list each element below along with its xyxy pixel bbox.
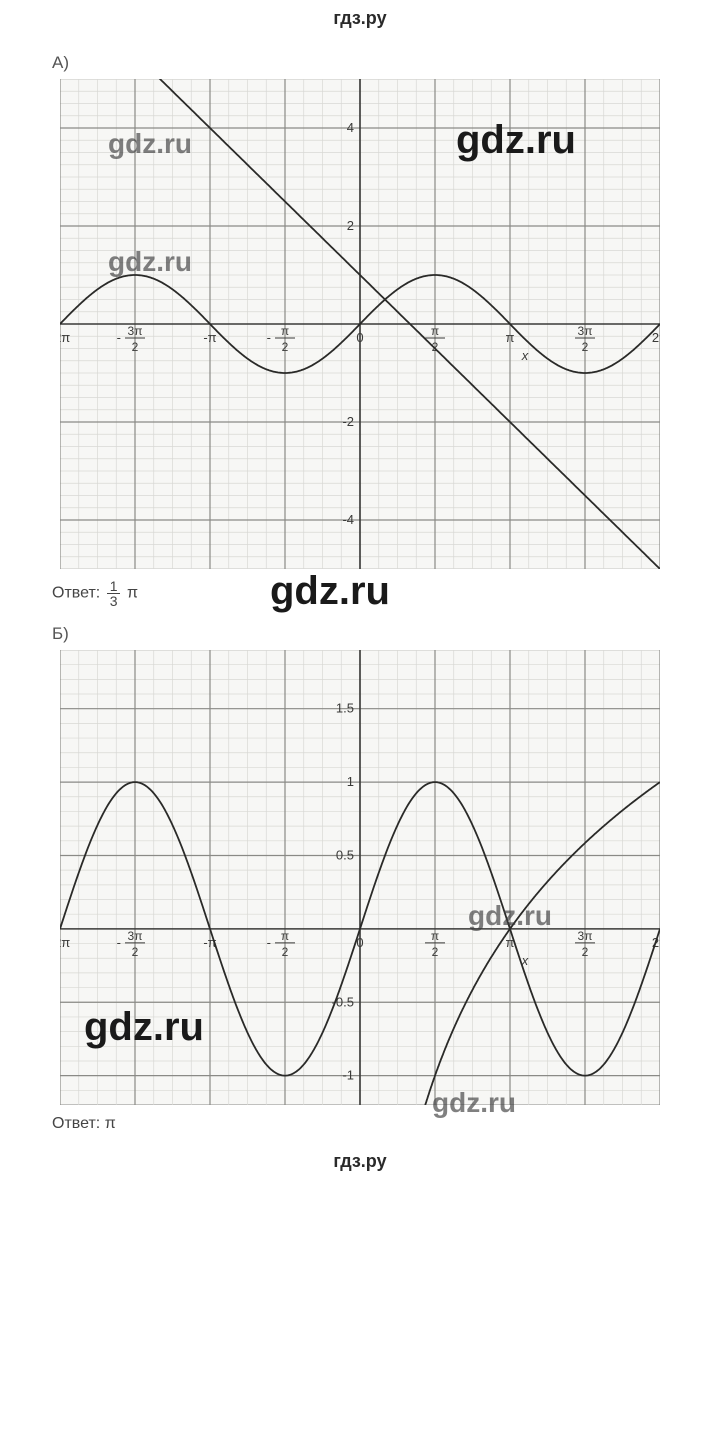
answer-prefix: Ответ: (52, 585, 100, 602)
section-b-label: Б) (52, 624, 720, 644)
svg-text:-π: -π (203, 330, 216, 345)
chart-b-answer: Ответ: π (52, 1115, 720, 1133)
svg-text:2: 2 (582, 945, 589, 959)
svg-text:2: 2 (347, 218, 354, 233)
svg-text:-2: -2 (342, 414, 354, 429)
svg-text:2: 2 (282, 340, 289, 354)
answer-prefix: Ответ: (52, 1115, 100, 1132)
svg-text:-2π: -2π (60, 935, 70, 950)
svg-text:-: - (117, 330, 121, 345)
svg-text:2: 2 (132, 945, 139, 959)
svg-text:2: 2 (132, 340, 139, 354)
chart-a-answer: Ответ: 1 3 π (52, 579, 720, 608)
svg-text:0: 0 (356, 330, 363, 345)
svg-text:3π: 3π (578, 324, 593, 338)
svg-text:2: 2 (582, 340, 589, 354)
svg-text:2: 2 (432, 945, 439, 959)
svg-text:3π: 3π (578, 929, 593, 943)
svg-text:1.5: 1.5 (336, 701, 354, 716)
svg-text:2: 2 (282, 945, 289, 959)
svg-text:3π: 3π (128, 324, 143, 338)
page: гдз.ру А) -2π-3π2-π-π20π2π3π22π-4-224xgd… (0, 0, 720, 1180)
section-a-label: А) (52, 53, 720, 73)
svg-text:1: 1 (347, 774, 354, 789)
svg-text:4: 4 (347, 120, 354, 135)
svg-text:3π: 3π (128, 929, 143, 943)
chart-b: -2π-3π2-π-π20π2π3π22π-1-0.50.511.5xgdz.r… (60, 650, 660, 1105)
svg-text:π: π (506, 330, 515, 345)
svg-text:-1: -1 (342, 1068, 354, 1083)
page-header: гдз.ру (0, 0, 720, 37)
answer-text: π (105, 1115, 116, 1132)
svg-text:π: π (281, 929, 289, 943)
svg-text:x: x (521, 348, 529, 363)
svg-text:0.5: 0.5 (336, 847, 354, 862)
svg-text:π: π (431, 324, 439, 338)
svg-text:-: - (117, 935, 121, 950)
svg-text:-2π: -2π (60, 330, 70, 345)
page-footer: гдз.ру (0, 1143, 720, 1180)
chart-a: -2π-3π2-π-π20π2π3π22π-4-224xgdz.rugdz.ru… (60, 79, 660, 569)
svg-text:-: - (267, 935, 271, 950)
answer-suffix: π (127, 585, 138, 602)
svg-text:π: π (281, 324, 289, 338)
svg-text:-: - (267, 330, 271, 345)
answer-fraction: 1 3 (107, 579, 121, 608)
svg-text:π: π (431, 929, 439, 943)
svg-text:-4: -4 (342, 512, 354, 527)
